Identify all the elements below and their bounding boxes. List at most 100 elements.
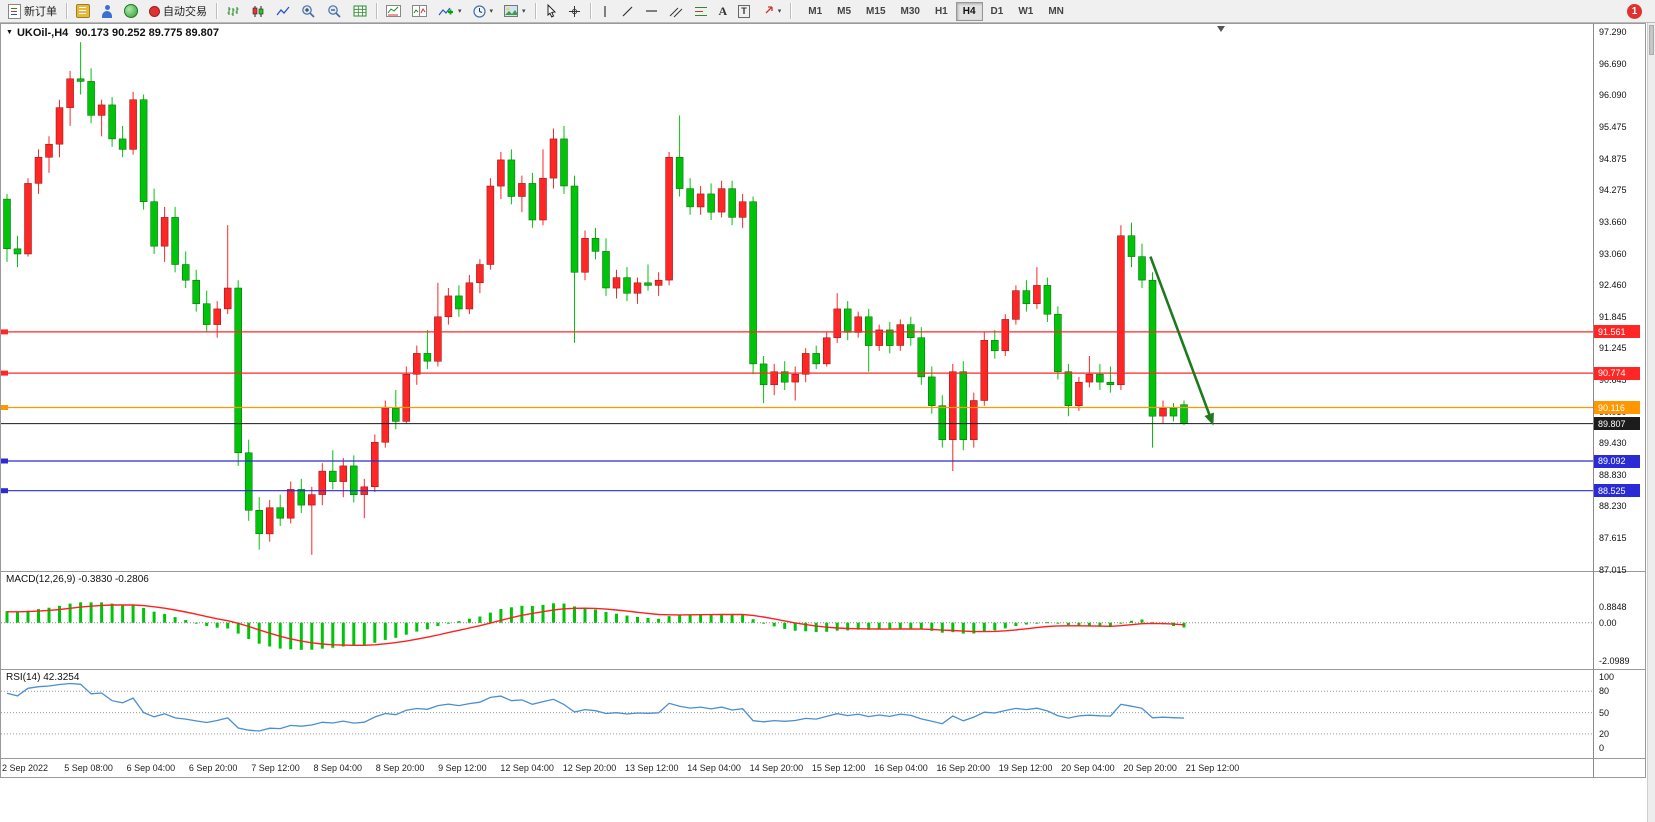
candle	[738, 201, 747, 218]
line-chart-button[interactable]	[271, 1, 295, 21]
candle	[1075, 381, 1083, 406]
indicators-window-button[interactable]	[381, 1, 406, 21]
chart-shift-marker[interactable]	[1217, 26, 1225, 32]
current-price-tag[interactable]: 89.807	[1594, 417, 1640, 431]
macd-histogram-bar	[1056, 622, 1060, 624]
trend-arrow[interactable]	[1149, 256, 1213, 421]
timeframe-m30-button[interactable]: M30	[894, 2, 927, 21]
pane-divider[interactable]	[1, 669, 1645, 670]
price-level-tag[interactable]: 90.774	[1594, 366, 1640, 380]
text-button[interactable]: A	[714, 1, 733, 21]
market-watch-button[interactable]	[71, 1, 95, 21]
timeframe-mn-button[interactable]: MN	[1041, 2, 1071, 21]
macd-histogram-bar	[720, 613, 724, 623]
candlestick-chart-button[interactable]	[246, 1, 270, 21]
macd-histogram-bar	[751, 619, 755, 623]
price-axis[interactable]: 97.290 96.690 96.090 95.475 94.875 94.275 93.6…	[1594, 24, 1645, 777]
navigator-button[interactable]	[96, 1, 118, 21]
price-tick-label: 97.290	[1599, 27, 1627, 38]
price-level-tag[interactable]: 88.525	[1594, 484, 1640, 498]
zoom-in-button[interactable]	[296, 1, 321, 21]
horizontal-line-icon	[645, 10, 657, 12]
macd-histogram-bar	[583, 607, 587, 623]
line-anchor[interactable]	[1, 458, 8, 464]
macd-histogram-bar	[793, 622, 797, 631]
autotrading-button[interactable]: 自动交易	[144, 1, 212, 21]
cursor-icon	[547, 4, 556, 18]
line-anchor[interactable]	[1, 329, 8, 335]
line-anchor[interactable]	[1, 488, 8, 494]
macd-histogram-bar	[310, 622, 314, 650]
macd-pane[interactable]	[1, 572, 1593, 669]
new-order-button[interactable]: 新订单	[3, 1, 62, 21]
tile-windows-button[interactable]	[407, 1, 432, 21]
line-anchor[interactable]	[1, 405, 8, 410]
add-indicator-dropdown[interactable]: ▾	[433, 1, 467, 21]
fibonacci-button[interactable]	[689, 1, 713, 21]
price-chart[interactable]	[1, 24, 1593, 571]
macd-histogram-bar	[930, 622, 934, 631]
caret-down-icon: ▾	[458, 8, 462, 15]
line-anchor[interactable]	[1, 370, 8, 376]
notification-badge[interactable]: 1	[1627, 3, 1642, 19]
candle	[392, 408, 400, 422]
timeframes-dropdown[interactable]: ▾	[468, 1, 499, 21]
timeframe-d1-button[interactable]: D1	[984, 2, 1011, 21]
candle	[308, 494, 316, 506]
macd-histogram-bar	[68, 603, 72, 623]
macd-histogram-bar	[541, 604, 545, 623]
data-window-icon	[124, 4, 138, 18]
grid-icon	[353, 5, 367, 17]
candle	[1148, 279, 1157, 417]
pane-divider[interactable]	[1, 571, 1645, 572]
zoom-out-button[interactable]	[322, 1, 347, 21]
shapes-dropdown[interactable]: ▾	[756, 1, 787, 21]
horizontal-line-button[interactable]	[640, 1, 663, 21]
timeframe-h4-button[interactable]: H4	[955, 1, 983, 21]
rsi-tick-label: 20	[1599, 728, 1610, 739]
text-label-button[interactable]: T	[733, 1, 755, 21]
macd-histogram-bar	[699, 614, 703, 623]
time-axis[interactable]: 2 Sep 2022 5 Sep 08:00 6 Sep 04:00 6 Sep 20…	[1, 759, 1593, 777]
candle	[118, 138, 127, 150]
timeframe-m5-button[interactable]: M5	[830, 2, 858, 21]
price-tick-label: 91.245	[1599, 343, 1627, 354]
timeframe-h1-button[interactable]: H1	[928, 2, 955, 21]
rsi-pane[interactable]	[1, 670, 1593, 758]
vertical-line-button[interactable]	[595, 1, 615, 21]
price-tick-label: 95.475	[1599, 122, 1627, 133]
price-level-tag[interactable]: 91.561	[1594, 325, 1640, 339]
time-label: 6 Sep 04:00	[126, 763, 176, 773]
candle	[886, 329, 894, 346]
macd-histogram-bar	[131, 605, 135, 623]
bar-chart-button[interactable]	[221, 1, 245, 21]
candle	[875, 329, 883, 346]
macd-histogram-bar	[268, 622, 272, 647]
trendline-button[interactable]	[616, 1, 639, 21]
chart-window[interactable]: UKOil-,H4 90.173 90.252 89.775 89.807 MAC…	[0, 23, 1646, 778]
cursor-button[interactable]	[540, 1, 562, 21]
data-window-button[interactable]	[119, 1, 143, 21]
macd-histogram-bar	[615, 613, 618, 623]
macd-histogram-bar	[573, 606, 576, 623]
candle	[1001, 319, 1010, 352]
channel-button[interactable]	[664, 1, 688, 21]
crosshair-button[interactable]	[563, 1, 586, 21]
rsi-tick-label: 100	[1599, 672, 1615, 683]
macd-histogram-bar	[47, 607, 51, 623]
timeframe-m15-button[interactable]: M15	[859, 2, 892, 21]
grid-button[interactable]	[348, 1, 372, 21]
vertical-scrollbar[interactable]	[1647, 23, 1655, 822]
timeframe-w1-button[interactable]: W1	[1011, 2, 1040, 21]
autotrading-status-icon	[149, 5, 160, 17]
price-level-tag[interactable]: 90.116	[1594, 401, 1640, 414]
price-level-tag[interactable]: 89.092	[1594, 454, 1640, 468]
timeframe-m1-button[interactable]: M1	[801, 2, 829, 21]
scrollbar-thumb[interactable]	[1649, 25, 1654, 55]
macd-histogram-bar	[184, 620, 188, 623]
candle	[654, 279, 663, 286]
market-watch-icon	[76, 4, 90, 18]
pane-divider[interactable]	[1, 758, 1645, 759]
templates-dropdown[interactable]: ▾	[499, 1, 531, 21]
candle	[833, 308, 841, 338]
